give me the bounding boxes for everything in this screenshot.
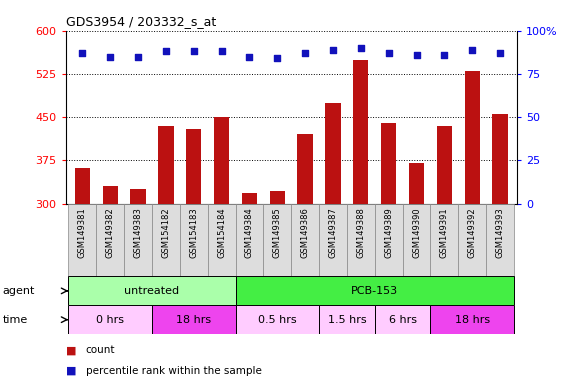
- Point: [412, 52, 421, 58]
- Bar: [403, 204, 431, 276]
- Point: [162, 48, 171, 55]
- Text: ■: ■: [66, 366, 76, 376]
- Point: [245, 53, 254, 60]
- Text: GSM149393: GSM149393: [496, 207, 505, 258]
- Bar: [75, 168, 90, 204]
- Text: PCB-153: PCB-153: [351, 286, 399, 296]
- Text: 1.5 hrs: 1.5 hrs: [328, 314, 366, 325]
- Point: [468, 46, 477, 53]
- Text: agent: agent: [3, 286, 35, 296]
- Bar: [235, 204, 263, 276]
- Bar: [437, 126, 452, 204]
- Text: GSM149385: GSM149385: [273, 207, 282, 258]
- Text: percentile rank within the sample: percentile rank within the sample: [86, 366, 262, 376]
- Bar: [492, 114, 508, 204]
- Point: [106, 53, 115, 60]
- Bar: [375, 305, 431, 334]
- Text: 0 hrs: 0 hrs: [96, 314, 124, 325]
- Point: [356, 45, 365, 51]
- Bar: [152, 204, 180, 276]
- Point: [217, 48, 226, 55]
- Bar: [375, 204, 403, 276]
- Text: GSM149386: GSM149386: [301, 207, 309, 258]
- Point: [384, 50, 393, 56]
- Bar: [96, 204, 124, 276]
- Text: GSM154182: GSM154182: [162, 207, 170, 258]
- Bar: [130, 189, 146, 204]
- Bar: [319, 305, 375, 334]
- Bar: [186, 129, 202, 204]
- Bar: [69, 305, 152, 334]
- Text: 18 hrs: 18 hrs: [455, 314, 490, 325]
- Bar: [431, 204, 459, 276]
- Bar: [459, 204, 486, 276]
- Text: time: time: [3, 314, 28, 325]
- Bar: [270, 191, 285, 204]
- Text: GSM149383: GSM149383: [134, 207, 143, 258]
- Text: GDS3954 / 203332_s_at: GDS3954 / 203332_s_at: [66, 15, 216, 28]
- Text: GSM154184: GSM154184: [217, 207, 226, 258]
- Bar: [319, 204, 347, 276]
- Point: [440, 52, 449, 58]
- Bar: [381, 123, 396, 204]
- Text: GSM149392: GSM149392: [468, 207, 477, 258]
- Text: GSM149390: GSM149390: [412, 207, 421, 258]
- Text: 0.5 hrs: 0.5 hrs: [258, 314, 296, 325]
- Bar: [486, 204, 514, 276]
- Bar: [409, 163, 424, 204]
- Bar: [124, 204, 152, 276]
- Text: ■: ■: [66, 345, 76, 355]
- Bar: [242, 193, 257, 204]
- Point: [273, 55, 282, 61]
- Text: GSM149388: GSM149388: [356, 207, 365, 258]
- Point: [300, 50, 309, 56]
- Bar: [353, 60, 368, 204]
- Bar: [69, 204, 96, 276]
- Bar: [263, 204, 291, 276]
- Text: GSM154183: GSM154183: [189, 207, 198, 258]
- Bar: [214, 117, 229, 204]
- Text: 18 hrs: 18 hrs: [176, 314, 211, 325]
- Text: GSM149382: GSM149382: [106, 207, 115, 258]
- Point: [496, 50, 505, 56]
- Bar: [180, 204, 208, 276]
- Bar: [103, 186, 118, 204]
- Text: GSM149389: GSM149389: [384, 207, 393, 258]
- Text: GSM149381: GSM149381: [78, 207, 87, 258]
- Point: [134, 53, 143, 60]
- Bar: [235, 305, 319, 334]
- Bar: [152, 305, 235, 334]
- Bar: [431, 305, 514, 334]
- Point: [78, 50, 87, 56]
- Bar: [69, 276, 235, 305]
- Text: 6 hrs: 6 hrs: [389, 314, 417, 325]
- Bar: [325, 103, 341, 204]
- Text: GSM149384: GSM149384: [245, 207, 254, 258]
- Bar: [465, 71, 480, 204]
- Bar: [297, 134, 313, 204]
- Bar: [208, 204, 235, 276]
- Bar: [347, 204, 375, 276]
- Text: GSM149387: GSM149387: [328, 207, 337, 258]
- Text: GSM149391: GSM149391: [440, 207, 449, 258]
- Bar: [235, 276, 514, 305]
- Bar: [158, 126, 174, 204]
- Point: [189, 48, 198, 55]
- Point: [328, 46, 337, 53]
- Text: count: count: [86, 345, 115, 355]
- Text: untreated: untreated: [124, 286, 179, 296]
- Bar: [291, 204, 319, 276]
